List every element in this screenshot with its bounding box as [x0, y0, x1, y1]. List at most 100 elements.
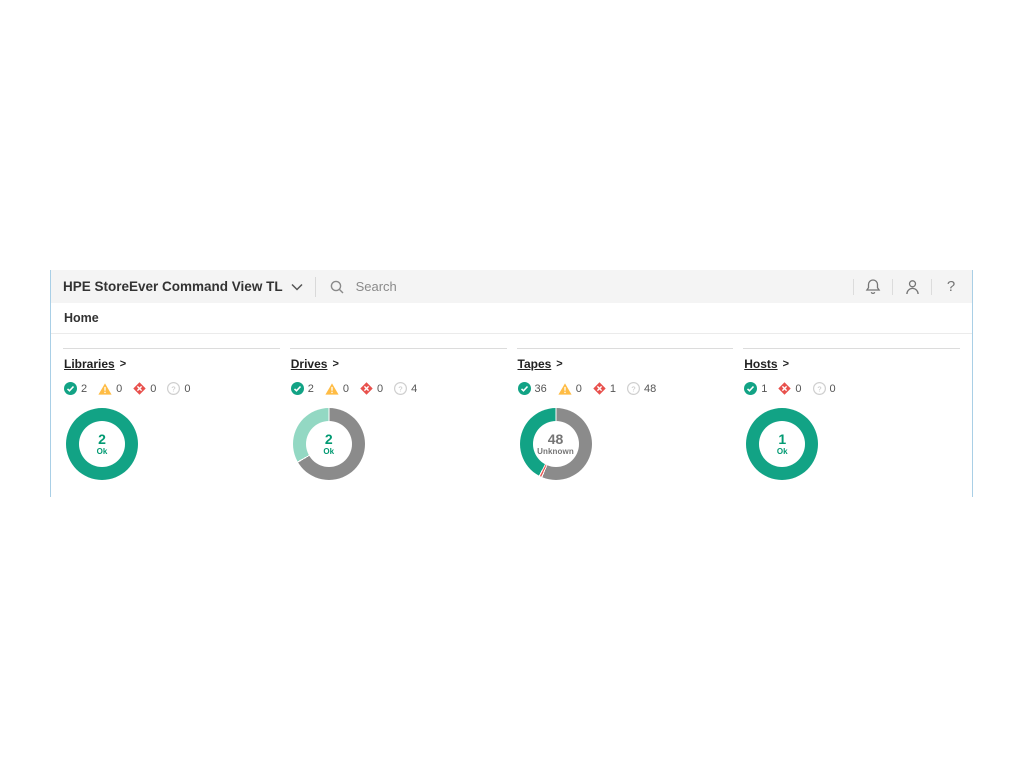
divider — [892, 278, 893, 295]
warning-status-icon — [325, 382, 339, 395]
panel-tapes: Tapes > 36 0 1? 48 48 Unknown — [516, 348, 734, 480]
panel-title-link-libraries[interactable]: Libraries — [64, 357, 115, 371]
status-unknown-count: 0 — [829, 382, 836, 395]
warning-status-icon — [98, 382, 112, 395]
status-summary: 1 0? 0 — [744, 382, 960, 395]
status-critical: 0 — [778, 382, 802, 395]
unknown-status-icon: ? — [167, 382, 181, 395]
panel-title-row: Tapes > — [518, 357, 734, 371]
status-ok: 2 — [290, 382, 314, 395]
unknown-status-icon: ? — [627, 382, 640, 395]
panel-drives: Drives > 2 0 0? 4 2 Ok — [289, 348, 507, 480]
critical-status-icon — [360, 382, 373, 395]
status-unknown: ? 4 — [394, 382, 417, 395]
ok-status-icon — [64, 382, 77, 395]
status-ok-count: 1 — [761, 382, 768, 395]
donut-chart-tapes[interactable]: 48 Unknown — [519, 408, 592, 480]
status-critical: 0 — [133, 382, 156, 395]
status-warning-count: 0 — [575, 382, 582, 395]
status-critical: 0 — [360, 382, 383, 395]
donut-center-value: 1 — [778, 430, 787, 447]
status-warning: 0 — [325, 383, 349, 395]
donut-center-label: Ok — [776, 447, 788, 457]
donut-chart-libraries[interactable]: 2 Ok — [66, 408, 138, 480]
unknown-status-icon: ? — [394, 382, 408, 395]
critical-status-icon — [778, 382, 792, 395]
dashboard-panels: Libraries > 2 0 0? 0 2 Ok Drives > 2 0 0? 4 2 … — [51, 334, 972, 480]
panel-title-row: Drives > — [291, 357, 507, 371]
panel-title-link-tapes[interactable]: Tapes — [517, 357, 552, 371]
status-unknown-count: 4 — [411, 382, 418, 395]
search-icon — [328, 278, 346, 296]
top-bar: HPE StoreEver Command View TL ? — [51, 270, 972, 303]
panel-title-link-hosts[interactable]: Hosts — [744, 357, 778, 371]
svg-text:?: ? — [817, 384, 821, 393]
panel-title-row: Hosts > — [744, 357, 960, 371]
panel-arrow[interactable]: > — [782, 358, 790, 370]
status-critical-count: 0 — [150, 382, 157, 395]
status-summary: 36 0 1? 48 — [517, 382, 734, 395]
app-title[interactable]: HPE StoreEver Command View TL — [63, 279, 283, 294]
panel-hosts: Hosts > 1 0? 0 1 Ok — [743, 348, 960, 480]
ok-status-icon — [517, 382, 531, 395]
donut-center-label: Unknown — [537, 447, 574, 457]
status-warning-count: 0 — [342, 382, 349, 395]
critical-status-icon — [133, 382, 146, 395]
unknown-status-icon: ? — [812, 382, 826, 395]
donut-center: 2 Ok — [79, 421, 125, 467]
panel-libraries: Libraries > 2 0 0? 0 2 Ok — [63, 348, 280, 480]
status-unknown: ? 0 — [167, 382, 191, 395]
status-warning-count: 0 — [116, 382, 123, 395]
top-right-icons: ? — [843, 278, 960, 296]
status-ok-count: 2 — [307, 382, 314, 395]
donut-center: 1 Ok — [759, 421, 806, 467]
panel-arrow[interactable]: > — [556, 358, 563, 370]
user-icon[interactable] — [903, 278, 921, 296]
status-unknown: ? 48 — [627, 382, 656, 395]
donut-chart-hosts[interactable]: 1 Ok — [746, 408, 819, 480]
svg-text:?: ? — [399, 384, 403, 393]
panel-title-link-drives[interactable]: Drives — [290, 357, 328, 371]
app-window: HPE StoreEver Command View TL ? — [50, 270, 973, 497]
svg-text:?: ? — [172, 384, 176, 393]
donut-center-value: 2 — [324, 430, 333, 447]
status-warning: 0 — [558, 383, 582, 395]
help-icon[interactable]: ? — [946, 278, 956, 295]
status-ok: 1 — [744, 382, 767, 395]
search-input[interactable] — [353, 278, 678, 295]
status-critical: 1 — [593, 382, 616, 395]
status-ok-count: 36 — [534, 382, 547, 395]
warning-status-icon — [558, 382, 572, 395]
donut-center: 48 Unknown — [532, 421, 579, 467]
divider — [931, 278, 932, 295]
chevron-down-icon[interactable] — [291, 283, 303, 291]
status-ok-count: 2 — [81, 382, 88, 395]
status-critical-count: 0 — [795, 382, 802, 395]
donut-chart-drives[interactable]: 2 Ok — [292, 408, 365, 480]
panel-arrow[interactable]: > — [119, 358, 127, 370]
ok-status-icon — [290, 382, 304, 395]
breadcrumb-home[interactable]: Home — [64, 311, 99, 325]
status-summary: 2 0 0? 0 — [64, 382, 280, 395]
status-ok: 2 — [64, 382, 87, 395]
search-area — [328, 278, 843, 296]
donut-center-label: Ok — [96, 447, 108, 457]
status-unknown: ? 0 — [812, 382, 836, 395]
donut-center-value: 2 — [98, 430, 106, 447]
donut-center-value: 48 — [547, 430, 564, 447]
status-unknown-count: 48 — [644, 382, 657, 395]
svg-text:?: ? — [631, 384, 635, 393]
panel-arrow[interactable]: > — [332, 358, 339, 370]
status-unknown-count: 0 — [184, 382, 191, 395]
status-critical-count: 1 — [609, 382, 616, 395]
status-summary: 2 0 0? 4 — [290, 382, 507, 395]
critical-status-icon — [593, 382, 606, 395]
divider — [853, 278, 854, 295]
panel-title-row: Libraries > — [64, 357, 280, 371]
donut-center: 2 Ok — [305, 421, 352, 467]
status-warning: 0 — [98, 383, 122, 395]
bell-icon[interactable] — [864, 278, 882, 296]
divider — [314, 276, 316, 297]
donut-center-label: Ok — [323, 447, 335, 457]
breadcrumb: Home — [51, 303, 972, 334]
